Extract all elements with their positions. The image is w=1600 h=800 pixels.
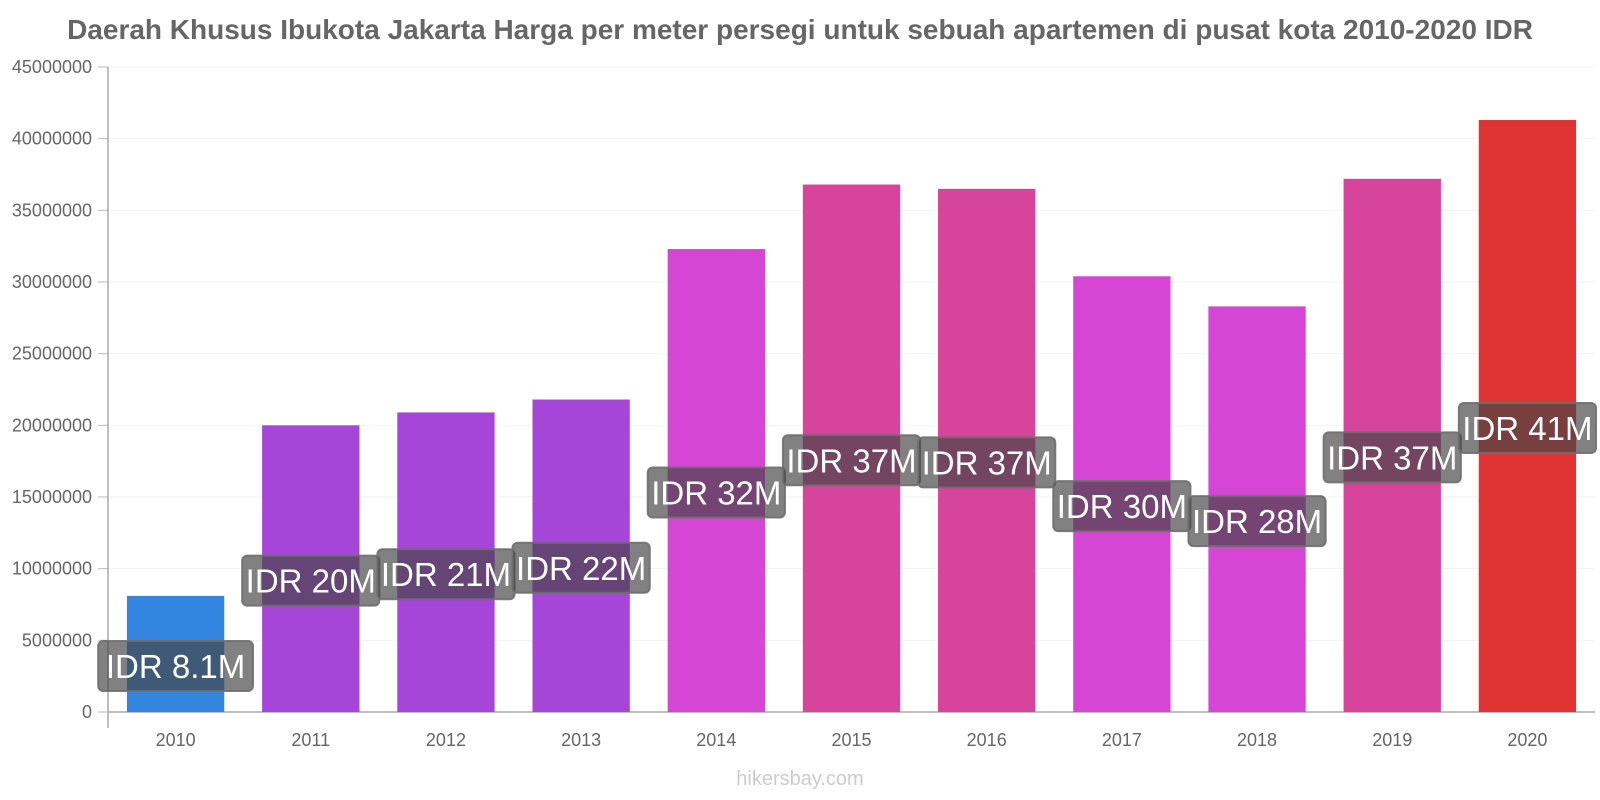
x-tick-label: 2018 bbox=[1237, 730, 1277, 750]
y-tick-label: 25000000 bbox=[12, 344, 92, 364]
x-tick-label: 2016 bbox=[967, 730, 1007, 750]
x-tick-label: 2017 bbox=[1102, 730, 1142, 750]
watermark: hikersbay.com bbox=[736, 768, 864, 790]
data-label-box bbox=[1457, 402, 1598, 455]
y-tick-label: 30000000 bbox=[12, 272, 92, 292]
data-label: IDR 37M bbox=[1327, 439, 1457, 476]
chart-title: Daerah Khusus Ibukota Jakarta Harga per … bbox=[67, 14, 1533, 45]
y-tick-label: 35000000 bbox=[12, 200, 92, 220]
data-label: IDR 37M bbox=[786, 442, 916, 479]
x-tick-label: 2020 bbox=[1507, 730, 1547, 750]
x-tick-label: 2012 bbox=[426, 730, 466, 750]
data-label: IDR 32M bbox=[651, 475, 781, 512]
data-label-box bbox=[1322, 431, 1462, 484]
data-label-box bbox=[917, 436, 1057, 489]
y-tick-label: 40000000 bbox=[12, 129, 92, 149]
data-label-box bbox=[1187, 495, 1327, 548]
data-label: IDR 8.1M bbox=[106, 648, 245, 685]
y-tick-label: 0 bbox=[82, 702, 92, 722]
y-tick-label: 15000000 bbox=[12, 487, 92, 507]
y-tick-label: 20000000 bbox=[12, 415, 92, 435]
data-label: IDR 21M bbox=[381, 556, 511, 593]
y-tick-label: 5000000 bbox=[22, 630, 92, 650]
data-label-box bbox=[97, 639, 254, 692]
data-label: IDR 20M bbox=[246, 563, 376, 600]
data-label: IDR 41M bbox=[1462, 410, 1592, 447]
x-tick-label: 2011 bbox=[291, 730, 330, 750]
data-label: IDR 22M bbox=[516, 550, 646, 587]
data-label: IDR 28M bbox=[1192, 503, 1322, 540]
data-label-box bbox=[646, 466, 786, 519]
x-tick-label: 2014 bbox=[696, 730, 736, 750]
data-label: IDR 30M bbox=[1057, 488, 1187, 525]
data-label: IDR 37M bbox=[922, 444, 1052, 481]
x-tick-label: 2013 bbox=[561, 730, 601, 750]
x-tick-label: 2019 bbox=[1372, 730, 1412, 750]
x-tick-label: 2010 bbox=[156, 730, 196, 750]
y-tick-label: 45000000 bbox=[12, 57, 92, 77]
x-tick-label: 2015 bbox=[831, 730, 871, 750]
y-tick-label: 10000000 bbox=[12, 559, 92, 579]
data-label-box bbox=[511, 541, 651, 594]
